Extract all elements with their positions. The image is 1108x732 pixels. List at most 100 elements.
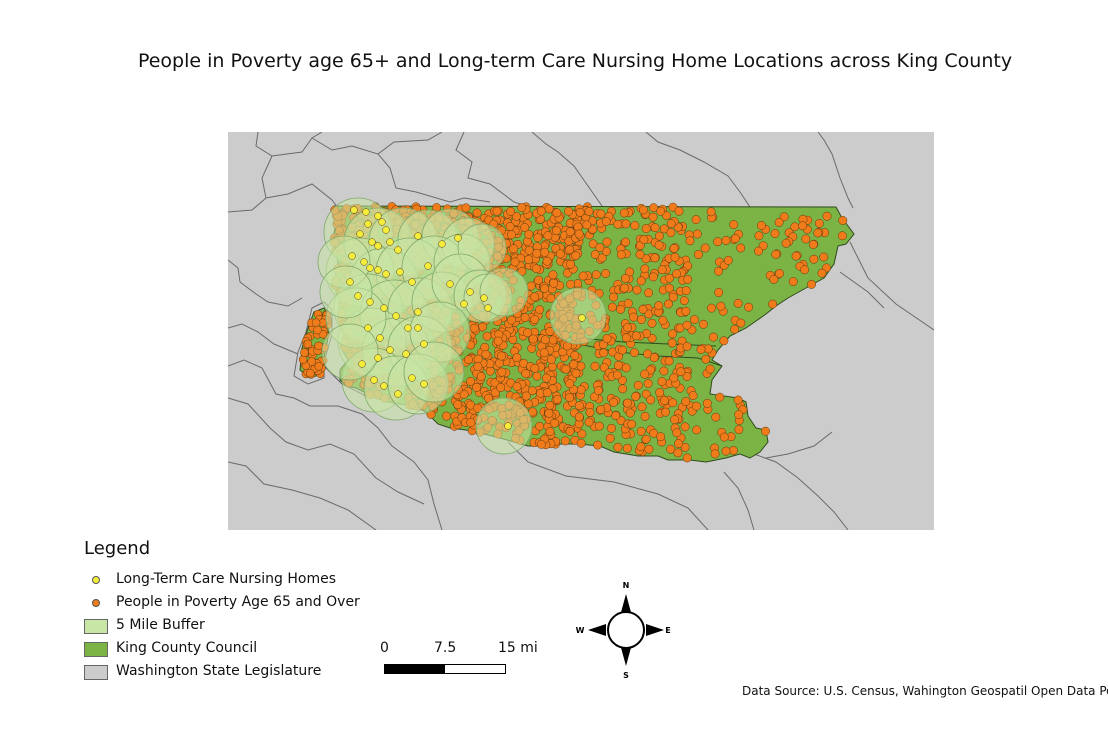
poverty-point: [670, 415, 680, 425]
poverty-point: [656, 206, 666, 216]
poverty-point: [729, 220, 739, 230]
boundary-line: [531, 132, 603, 207]
poverty-point: [714, 266, 723, 276]
boundary-line: [849, 241, 934, 331]
poverty-point: [669, 373, 679, 383]
nursing-home-point: [480, 294, 488, 302]
poverty-point: [702, 398, 712, 408]
poverty-point: [719, 432, 729, 442]
boundary-line: [753, 453, 849, 530]
poverty-point: [691, 215, 701, 225]
poverty-point: [682, 341, 692, 351]
poverty-point: [313, 325, 322, 335]
boundary-line: [228, 461, 377, 530]
poverty-point: [666, 228, 676, 238]
nursing-home-layer: [346, 206, 586, 430]
poverty-point: [311, 318, 321, 327]
nursing-home-point: [578, 314, 586, 322]
poverty-point: [545, 427, 555, 437]
poverty-point: [590, 361, 600, 371]
map-canvas[interactable]: [228, 132, 934, 530]
nursing-home-point: [420, 340, 428, 348]
nursing-home-point: [374, 266, 382, 274]
poverty-point: [657, 265, 667, 275]
poverty-point: [621, 333, 631, 343]
nursing-home-point: [362, 208, 370, 216]
data-source: Data Source: U.S. Census, Wahington Geos…: [742, 684, 1108, 698]
poverty-point: [710, 449, 720, 459]
poverty-point: [636, 442, 646, 452]
poverty-point: [809, 254, 819, 264]
nursing-home-point: [396, 268, 404, 276]
nursing-home-point: [380, 304, 388, 312]
poverty-point: [540, 247, 550, 257]
scale-bar-graphic: [384, 664, 506, 674]
poverty-point: [656, 432, 666, 442]
poverty-point: [754, 231, 764, 241]
poverty-point: [817, 268, 827, 278]
poverty-point: [632, 285, 642, 295]
poverty-point: [571, 251, 581, 261]
poverty-point: [676, 367, 686, 377]
poverty-point: [654, 301, 664, 311]
poverty-point: [530, 292, 540, 302]
poverty-point: [574, 412, 584, 422]
nursing-home-point: [438, 240, 446, 248]
poverty-point: [635, 250, 645, 259]
poverty-point: [509, 244, 519, 254]
poverty-point: [637, 402, 647, 412]
nursing-home-point: [348, 252, 356, 260]
poverty-point: [668, 329, 677, 339]
poverty-point: [560, 436, 570, 446]
poverty-point: [481, 349, 491, 359]
poverty-point: [822, 211, 832, 221]
poverty-point: [593, 440, 603, 450]
council-swatch-icon: [84, 642, 108, 657]
poverty-point: [621, 237, 630, 247]
poverty-point: [774, 217, 784, 227]
poverty-point: [680, 422, 690, 432]
poverty-point: [648, 272, 658, 282]
poverty-point: [663, 299, 673, 309]
poverty-point: [561, 364, 571, 374]
poverty-point: [505, 222, 515, 232]
poverty-point: [641, 254, 651, 264]
poverty-point: [520, 223, 530, 232]
poverty-point: [613, 360, 623, 370]
poverty-point: [713, 237, 723, 247]
poverty-point: [578, 271, 588, 281]
poverty-point: [705, 364, 715, 374]
poverty-point: [698, 319, 708, 329]
poverty-point: [623, 398, 632, 408]
poverty-point: [601, 217, 611, 226]
poverty-point: [657, 377, 667, 387]
poverty-point: [536, 439, 546, 449]
poverty-point: [619, 283, 629, 293]
poverty-point: [650, 253, 660, 263]
legend-label: People in Poverty Age 65 and Over: [116, 594, 360, 610]
poverty-point: [636, 276, 646, 286]
nursing-home-point: [358, 360, 366, 368]
poverty-point: [551, 226, 561, 236]
poverty-point: [814, 218, 824, 228]
nursing-home-point: [424, 262, 432, 270]
poverty-point: [535, 305, 545, 315]
poverty-point: [472, 208, 482, 218]
poverty-point: [638, 304, 648, 314]
poverty-point: [730, 324, 740, 334]
nursing-home-point: [382, 226, 390, 234]
poverty-point: [512, 353, 522, 363]
map-frame[interactable]: [228, 132, 934, 530]
boundary-line: [723, 471, 755, 530]
poverty-point: [605, 433, 615, 443]
poverty-point: [442, 411, 451, 421]
poverty-point: [303, 339, 313, 349]
poverty-point: [577, 429, 587, 439]
poverty-point: [682, 453, 692, 463]
poverty-point: [584, 207, 594, 216]
poverty-point: [574, 229, 584, 239]
poverty-point: [691, 401, 701, 411]
poverty-point: [633, 380, 643, 390]
poverty-point: [771, 250, 781, 259]
poverty-point: [622, 443, 632, 453]
